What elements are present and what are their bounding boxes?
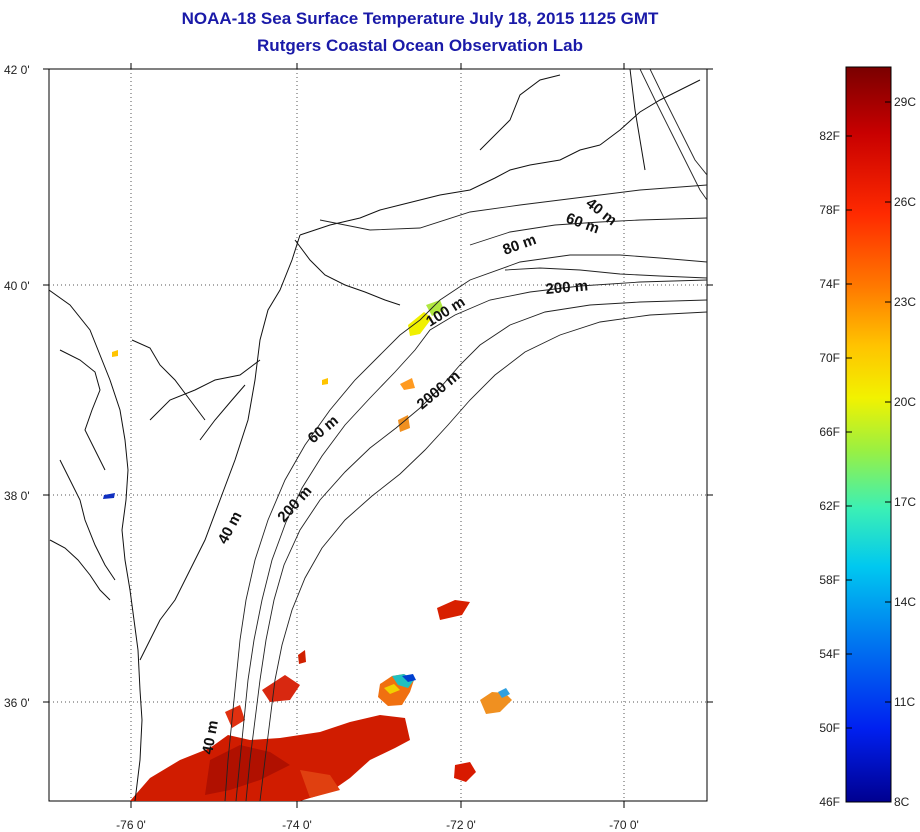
fahrenheit-label: 50F <box>819 721 840 735</box>
lat-tick-label: 40 0' <box>4 279 30 293</box>
isobath-contours <box>224 69 707 801</box>
sst-data-patches <box>103 300 512 801</box>
map-frame <box>48 68 708 802</box>
lon-tick-label: -76 0' <box>116 818 146 832</box>
fahrenheit-label: 58F <box>819 573 840 587</box>
fahrenheit-label: 78F <box>819 203 840 217</box>
celsius-label: 11C <box>894 695 915 709</box>
fahrenheit-label: 66F <box>819 425 840 439</box>
frame-ticks <box>43 63 713 808</box>
lat-tick-label: 36 0' <box>4 696 30 710</box>
fahrenheit-label: 74F <box>819 277 840 291</box>
temperature-colorbar <box>845 66 892 803</box>
lat-tick-label: 38 0' <box>4 489 30 503</box>
celsius-label: 23C <box>894 295 916 309</box>
celsius-label: 8C <box>894 795 910 809</box>
lat-tick-label: 42 0' <box>4 63 30 77</box>
fahrenheit-label: 82F <box>819 129 840 143</box>
celsius-label: 29C <box>894 95 916 109</box>
map-subtitle: Rutgers Coastal Ocean Observation Lab <box>257 36 583 55</box>
celsius-label: 26C <box>894 195 916 209</box>
map-title: NOAA-18 Sea Surface Temperature July 18,… <box>181 9 659 28</box>
fahrenheit-label: 70F <box>819 351 840 365</box>
fahrenheit-label: 46F <box>819 795 840 809</box>
lon-tick-label: -72 0' <box>446 818 476 832</box>
lon-tick-label: -70 0' <box>609 818 639 832</box>
isobath-label: 200 m <box>545 277 589 298</box>
fahrenheit-label: 62F <box>819 499 840 513</box>
fahrenheit-label: 54F <box>819 647 840 661</box>
celsius-label: 20C <box>894 395 916 409</box>
celsius-label: 17C <box>894 495 916 509</box>
colorbar-ticks <box>846 101 891 729</box>
lon-tick-label: -74 0' <box>282 818 312 832</box>
coastline <box>49 69 701 801</box>
celsius-label: 14C <box>894 595 916 609</box>
isobath-label: 40 m <box>199 719 222 756</box>
